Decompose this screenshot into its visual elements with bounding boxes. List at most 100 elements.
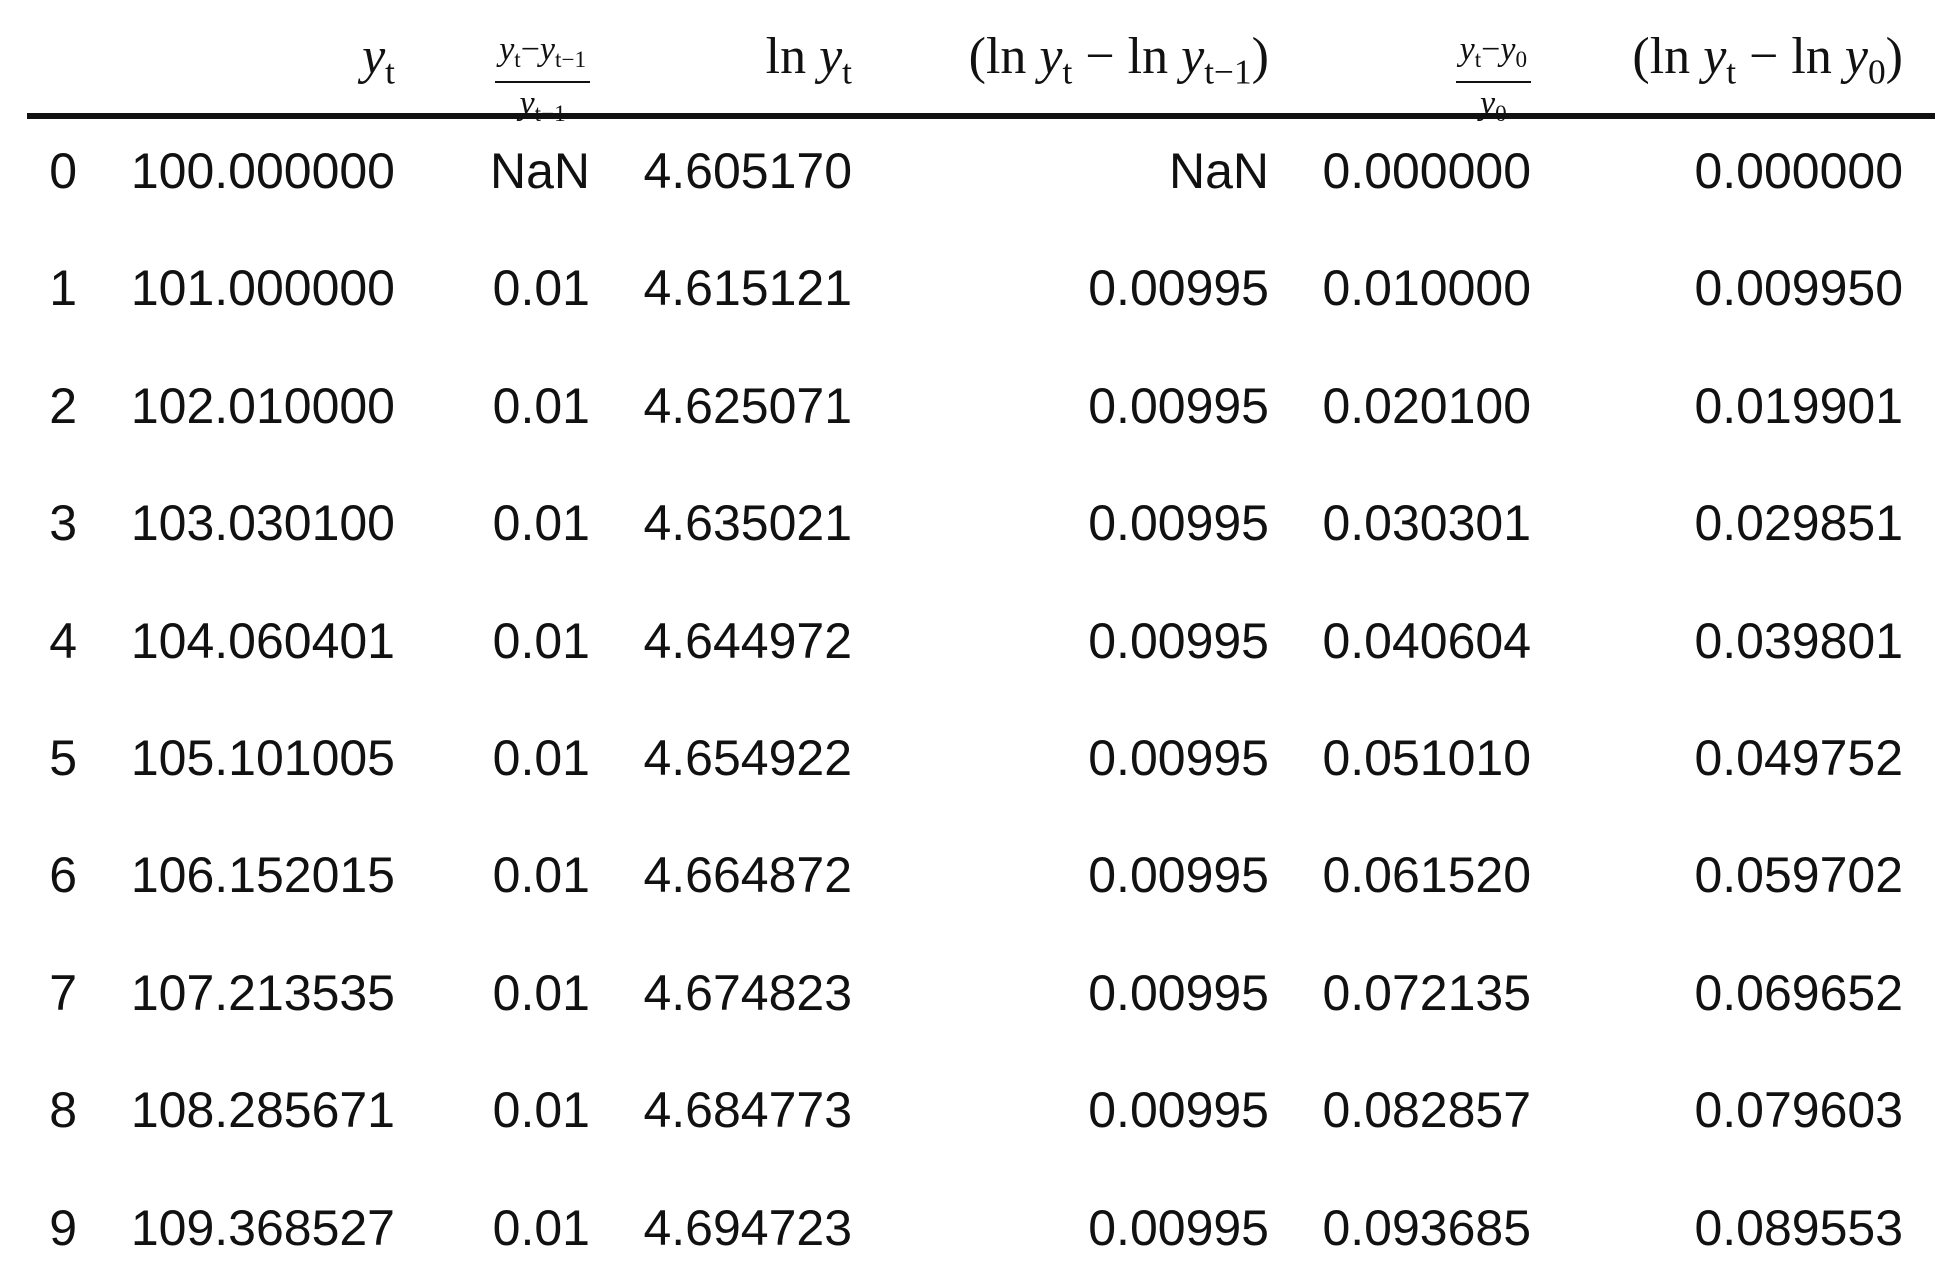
token-text: y [362, 28, 386, 85]
math-token: ) [1252, 28, 1269, 85]
row-index: 6 [49, 847, 77, 904]
table-cell: 4.625071 [643, 377, 852, 434]
token-text: − [520, 31, 540, 68]
token-text: − [1481, 31, 1501, 68]
column-header: yt−y0 y0 [1455, 14, 1531, 133]
row-index: 0 [49, 143, 77, 199]
table-cell: 0.059702 [1694, 847, 1903, 904]
math-token: − [1481, 31, 1500, 68]
table-cell: 4.674823 [643, 964, 852, 1021]
table-cell: 0.01 [492, 964, 590, 1021]
table-cell: 4.644972 [643, 612, 852, 669]
math-token: − ln [1736, 28, 1845, 85]
table-cell: 0.093685 [1322, 1199, 1531, 1256]
token-text: y [1459, 31, 1475, 68]
table-cell: 106.152015 [130, 847, 395, 904]
table-cell: 0.069652 [1694, 964, 1903, 1021]
math-token: y0 [1844, 28, 1886, 92]
table-cell: 0.01 [492, 1199, 590, 1256]
token-subscript: t [1726, 51, 1737, 92]
table-cell: 0.049752 [1694, 730, 1903, 786]
math-token: yt [362, 28, 395, 92]
table-cell: 0.00995 [1088, 847, 1269, 904]
table-cell: 0.00995 [1088, 260, 1269, 317]
table-cell: 0.00995 [1088, 495, 1269, 552]
token-text: ln [765, 28, 820, 85]
table-cell: 0.051010 [1322, 730, 1531, 786]
table-cell: 108.285671 [130, 1082, 395, 1139]
row-index: 7 [49, 964, 77, 1021]
row-index: 3 [49, 495, 77, 552]
token-subscript: t−1 [1204, 51, 1252, 92]
column-header: (ln yt − ln yt−1) [969, 24, 1269, 105]
column-header: (ln yt − ln y0) [1632, 24, 1903, 105]
math-token: yt [1703, 28, 1736, 92]
table-cell: 4.684773 [643, 1082, 852, 1139]
table-cell: 0.01 [492, 730, 590, 786]
row-index: 4 [49, 612, 77, 669]
token-subscript: t [385, 51, 395, 92]
token-text: (ln [968, 28, 1040, 85]
table-cell: 0.020100 [1322, 377, 1531, 434]
table-cell: 0.01 [492, 612, 590, 669]
table-cell: 0.072135 [1322, 964, 1531, 1021]
table-cell: 105.101005 [130, 730, 395, 786]
column-header: yt−yt−1 yt−1 [495, 14, 590, 133]
table-cell: 0.01 [492, 847, 590, 904]
token-subscript: t−1 [534, 100, 566, 127]
token-text: y [519, 84, 535, 122]
table-cell: 0.010000 [1322, 260, 1531, 317]
math-token: yt−1 [519, 84, 566, 127]
table-cell: 0.061520 [1322, 847, 1531, 904]
math-token: − [521, 31, 540, 68]
table-cell: NaN [489, 143, 590, 199]
table-cell: 102.010000 [130, 377, 395, 434]
token-subscript: 0 [1515, 46, 1527, 73]
table-cell: 103.030100 [130, 495, 395, 552]
token-text: y [1039, 28, 1063, 85]
table-cell: 0.00995 [1088, 1082, 1269, 1139]
math-token: yt−1 [1181, 28, 1252, 92]
token-text: − ln [1736, 28, 1845, 85]
table-cell: 107.213535 [130, 964, 395, 1021]
math-token: ln [766, 28, 819, 85]
table-cell: 4.635021 [643, 495, 852, 552]
math-token: yt [1459, 31, 1482, 73]
token-subscript: t [1062, 51, 1073, 92]
table-cell: 4.605170 [643, 143, 852, 199]
table-cell: 109.368527 [130, 1199, 395, 1256]
table-cell: 0.030301 [1322, 495, 1531, 552]
column-header: yt [362, 24, 395, 105]
table-cell: 100.000000 [130, 143, 395, 199]
token-text: y [1844, 28, 1868, 85]
table-cell: 0.000000 [1694, 143, 1903, 199]
table-cell: 0.029851 [1694, 495, 1903, 552]
numerator: yt−yt−1 [495, 31, 590, 83]
token-subscript: t [514, 46, 521, 73]
table-cell: 0.00995 [1088, 1199, 1269, 1256]
fraction: yt−yt−1 yt−1 [495, 31, 590, 133]
column-header: ln yt [766, 24, 852, 105]
table-cell: 4.694723 [643, 1199, 852, 1256]
token-text: ) [1251, 28, 1269, 85]
token-subscript: 0 [1867, 51, 1886, 92]
table-cell: NaN [1168, 143, 1269, 199]
table-cell: 0.01 [492, 495, 590, 552]
table-cell: 0.039801 [1694, 612, 1903, 669]
table-cell: 0.01 [492, 1082, 590, 1139]
table-cell: 0.00995 [1088, 377, 1269, 434]
token-text: y [539, 31, 555, 68]
token-text: ) [1885, 28, 1903, 85]
token-text: y [1181, 28, 1205, 85]
math-token: (ln [969, 28, 1040, 85]
token-text: (ln [1632, 28, 1704, 85]
token-text: y [499, 31, 515, 68]
table-cell: 0.01 [492, 377, 590, 434]
table-cell: 101.000000 [130, 260, 395, 317]
table-cell: 0.082857 [1322, 1082, 1531, 1139]
table-cell: 0.009950 [1694, 260, 1903, 317]
token-text: y [819, 28, 843, 85]
table-cell: 0.01 [492, 260, 590, 317]
denominator: y0 [1480, 83, 1507, 133]
table-cell: 4.664872 [643, 847, 852, 904]
